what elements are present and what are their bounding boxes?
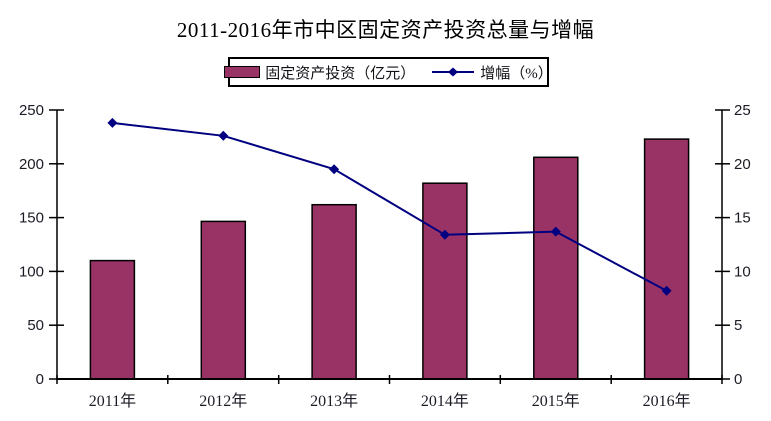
legend-label-growth: 增幅（%） xyxy=(480,65,553,82)
chart-title: 2011-2016年市中区固定资产投资总量与增幅 xyxy=(176,18,595,42)
line-marker xyxy=(661,285,672,296)
line-marker xyxy=(439,229,450,240)
line-marker xyxy=(218,130,229,141)
y-axis-left-tick-label: 150 xyxy=(19,210,44,227)
y-axis-right-tick-label: 5 xyxy=(734,317,742,334)
y-axis-right-tick-label: 20 xyxy=(734,156,751,173)
category-label: 2012年 xyxy=(199,392,247,410)
y-axis-right-tick-label: 25 xyxy=(734,102,751,119)
y-axis-right-tick-label: 10 xyxy=(734,263,751,280)
bar xyxy=(422,182,468,380)
line-marker xyxy=(107,117,118,128)
bar xyxy=(533,156,579,380)
legend-label-investment: 固定资产投资（亿元） xyxy=(265,65,416,82)
legend-item-growth: 增幅（%） xyxy=(431,62,553,83)
trend-line xyxy=(112,121,668,292)
category-label: 2016年 xyxy=(643,392,691,410)
bar xyxy=(89,259,136,380)
line-marker xyxy=(550,226,561,237)
line-swatch-icon xyxy=(432,67,475,77)
category-label: 2011年 xyxy=(89,392,136,410)
category-label: 2015年 xyxy=(532,392,580,410)
bar xyxy=(200,220,247,380)
bar-swatch-icon xyxy=(224,66,261,78)
y-axis-left-tick-label: 200 xyxy=(19,156,44,173)
legend-item-investment: 固定资产投资（亿元） xyxy=(224,62,415,83)
bar xyxy=(643,138,690,380)
y-axis-right-tick-label: 0 xyxy=(734,371,742,388)
bar xyxy=(311,203,357,380)
y-axis-left-tick-label: 250 xyxy=(19,102,44,119)
category-label: 2014年 xyxy=(421,392,469,410)
y-axis-left-tick-label: 100 xyxy=(19,263,44,280)
y-axis-left-tick-label: 0 xyxy=(36,371,44,388)
category-label: 2013年 xyxy=(310,392,358,410)
y-axis-left-tick-label: 50 xyxy=(27,317,44,334)
line-marker xyxy=(329,164,340,175)
y-axis-right-tick-label: 15 xyxy=(734,210,751,227)
legend: 固定资产投资（亿元） 增幅（%） xyxy=(224,57,553,87)
